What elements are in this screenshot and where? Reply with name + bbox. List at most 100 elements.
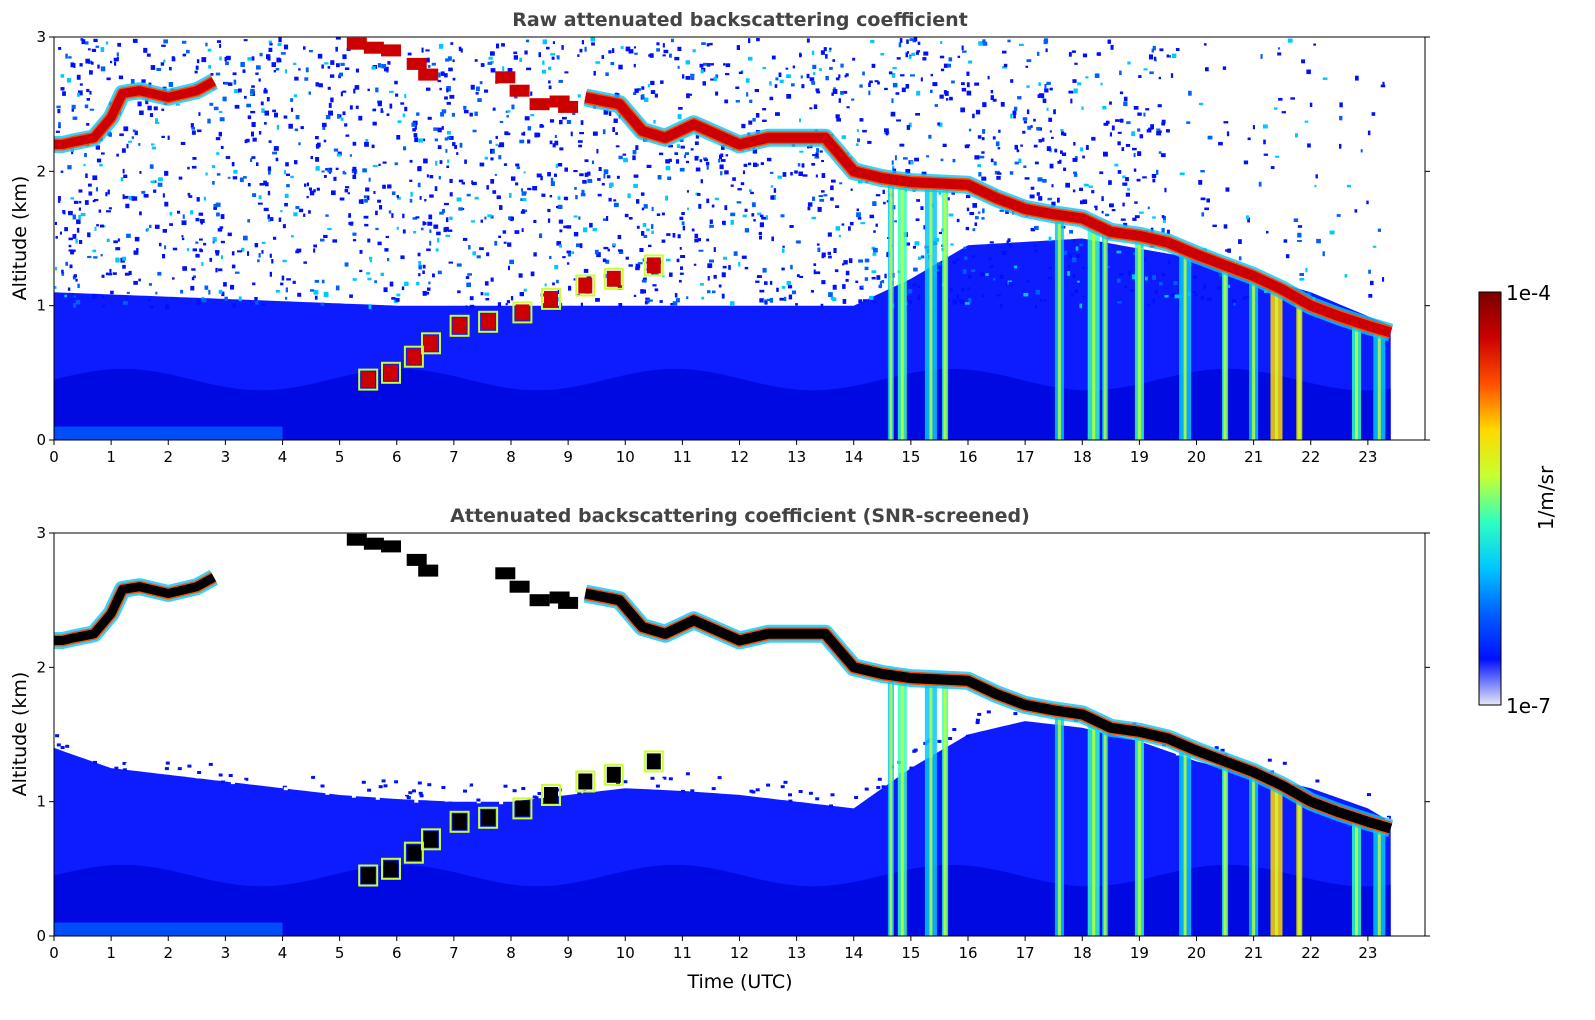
noise-speckle [871,276,876,280]
cloud-fragment-low-edge [403,345,424,368]
screened-remnant [975,718,980,722]
noise-speckle [509,259,514,265]
screened-remnant [854,796,859,799]
noise-speckle [344,189,349,193]
noise-speckle [1117,141,1121,146]
noise-speckle [133,196,138,201]
screened-remnant [367,788,372,792]
noise-speckle [753,219,756,222]
noise-speckle [412,128,416,132]
noise-speckle [492,190,497,194]
precip-streak-core [929,679,933,936]
screened-remnant [869,785,874,789]
noise-speckle [579,173,584,177]
noise-speckle [1137,112,1142,116]
noise-speckle [1026,280,1030,283]
noise-speckle [908,55,911,60]
noise-speckle [608,50,612,54]
noise-speckle [1069,230,1073,234]
cloud-fragment-upper [558,596,579,609]
noise-speckle [267,55,271,61]
noise-speckle [352,239,357,242]
noise-speckle [962,269,967,274]
noise-speckle [674,56,680,61]
noise-speckle [724,170,729,175]
precip-streak-core [1137,235,1141,440]
noise-speckle [87,232,91,238]
noise-speckle [441,126,444,130]
noise-speckle [368,304,372,310]
noise-speckle [1073,88,1078,94]
cloud-layer-top-core [54,77,217,149]
noise-speckle [506,115,509,118]
screened-remnant [65,744,70,748]
screened-remnant [325,791,330,795]
noise-speckle [745,78,750,83]
noise-speckle [1082,199,1088,204]
noise-speckle [337,113,340,119]
noise-speckle [58,122,61,127]
noise-speckle [928,134,932,139]
noise-speckle [191,268,196,271]
noise-speckle [1016,149,1020,153]
noise-speckle [215,202,221,207]
noise-speckle [122,194,125,200]
noise-speckle [269,253,272,258]
precip-streak-core [1183,745,1187,936]
noise-speckle [407,52,412,56]
screened-remnant [690,789,695,793]
noise-speckle [186,49,190,54]
noise-speckle [353,88,356,94]
noise-speckle [1192,290,1196,294]
noise-speckle [1233,302,1236,306]
screened-remnant [537,792,542,795]
noise-speckle [881,280,885,284]
noise-speckle [896,57,901,60]
noise-speckle [83,163,86,167]
noise-speckle [784,296,787,302]
noise-speckle [1156,128,1161,131]
noise-speckle [409,179,413,182]
noise-speckle [450,42,454,45]
noise-speckle [1281,111,1286,114]
noise-speckle [490,277,494,282]
noise-speckle [488,56,493,60]
noise-speckle [913,37,918,42]
noise-speckle [325,115,331,120]
noise-speckle [452,77,456,81]
noise-speckle [766,157,772,162]
noise-speckle [815,153,819,158]
noise-speckle [678,279,682,283]
noise-speckle [1242,296,1247,300]
noise-speckle [1322,77,1328,80]
noise-speckle [785,67,789,70]
noise-speckle [735,86,740,89]
noise-speckle [1099,171,1104,175]
noise-speckle [1143,112,1146,117]
noise-speckle [340,117,344,121]
noise-speckle [258,78,261,82]
noise-speckle [577,94,581,98]
noise-speckle [1006,240,1009,245]
noise-speckle [679,247,682,250]
noise-speckle [1238,256,1242,261]
noise-speckle [547,172,551,177]
cloud-fragment-low [515,800,530,817]
noise-speckle [681,221,685,226]
noise-speckle [709,259,714,263]
noise-speckle [447,159,450,163]
noise-speckle [273,70,276,73]
noise-speckle [365,139,369,144]
cloud-fragment-low-edge [449,810,470,833]
y-tick-label-2: 2 [36,162,46,180]
noise-speckle [351,221,354,224]
noise-speckle [815,174,818,178]
noise-speckle [1174,294,1180,299]
noise-speckle [1166,129,1170,133]
noise-speckle [1033,144,1038,148]
noise-speckle [1243,160,1249,165]
x-tick-label-7: 7 [449,448,459,466]
noise-speckle [1306,69,1311,75]
noise-speckle [1039,299,1043,302]
noise-speckle [605,72,609,76]
